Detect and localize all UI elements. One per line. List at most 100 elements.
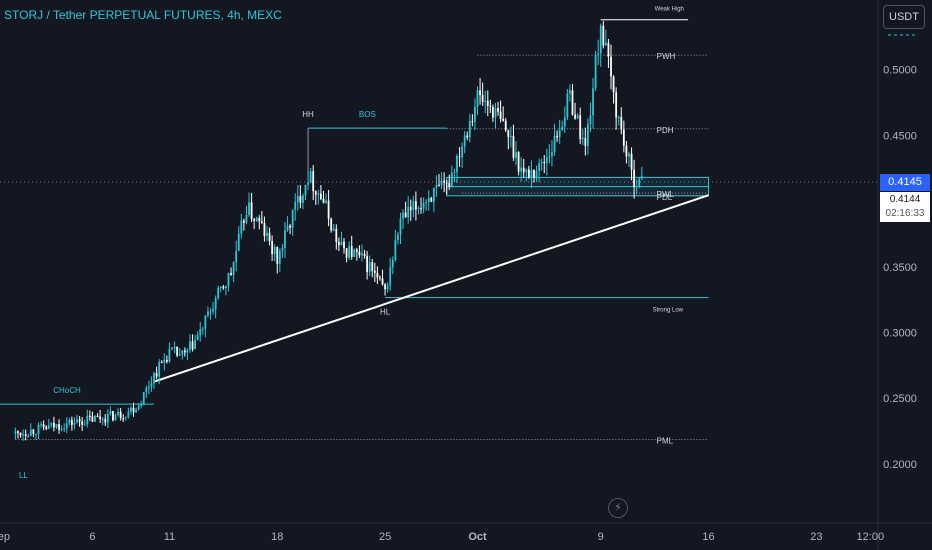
candle-body bbox=[86, 415, 89, 425]
candle-body bbox=[486, 100, 489, 106]
candle-body bbox=[294, 202, 297, 210]
candle-body bbox=[29, 429, 32, 436]
lightning-icon[interactable]: ⚡ bbox=[608, 498, 628, 518]
candle-body bbox=[566, 93, 569, 118]
candle-body bbox=[178, 354, 181, 356]
candle-body bbox=[438, 184, 440, 186]
candle-body bbox=[540, 162, 543, 164]
candle-body bbox=[302, 195, 304, 203]
candle-body bbox=[63, 428, 66, 430]
candle-body bbox=[127, 411, 130, 418]
candle-body bbox=[492, 106, 494, 118]
candle-body bbox=[117, 411, 119, 415]
candle-body bbox=[273, 246, 276, 255]
candle-body bbox=[456, 156, 458, 172]
candle-body bbox=[199, 329, 202, 336]
candle-body bbox=[404, 212, 407, 218]
candle-body bbox=[160, 362, 163, 364]
candle-body bbox=[407, 206, 410, 218]
price-axis[interactable]: 0.50000.45000.40000.35000.30000.25000.20… bbox=[883, 65, 917, 471]
candle-body bbox=[440, 180, 443, 186]
candle-body bbox=[633, 169, 636, 187]
candle-body bbox=[153, 373, 155, 384]
candle-body bbox=[291, 209, 294, 228]
candle-body bbox=[83, 424, 86, 426]
candle-body bbox=[384, 284, 386, 290]
x-tick-label: ep bbox=[0, 531, 10, 543]
candle-body bbox=[576, 115, 579, 119]
candle-body bbox=[232, 262, 235, 275]
candle-body bbox=[533, 170, 535, 178]
candle-body bbox=[276, 246, 279, 264]
candle-body bbox=[358, 251, 361, 256]
candle-body bbox=[422, 202, 425, 209]
candle-body bbox=[581, 138, 584, 140]
candle-body bbox=[350, 245, 353, 257]
candle-body bbox=[325, 200, 327, 203]
candle-body bbox=[630, 153, 633, 170]
candle-body bbox=[24, 434, 27, 436]
candle-body bbox=[304, 184, 307, 196]
candle-body bbox=[14, 431, 17, 434]
candle-body bbox=[430, 197, 433, 202]
candle-body bbox=[463, 135, 466, 147]
candle-body bbox=[55, 424, 58, 428]
candle-body bbox=[176, 347, 179, 356]
candle-body bbox=[235, 250, 238, 263]
candle-body bbox=[258, 218, 261, 222]
candle-body bbox=[425, 201, 428, 203]
candle-body bbox=[476, 90, 479, 107]
candle-body bbox=[112, 411, 114, 421]
candle-body bbox=[50, 422, 53, 426]
levels-layer bbox=[0, 19, 878, 441]
candle-body bbox=[494, 108, 497, 118]
level-label: PDL bbox=[657, 193, 673, 202]
candle-body bbox=[70, 419, 73, 425]
candle-body bbox=[214, 297, 217, 310]
candle-body bbox=[525, 169, 528, 173]
candle-body bbox=[191, 341, 194, 350]
candle-body bbox=[355, 249, 358, 252]
candle-body bbox=[307, 182, 309, 185]
candle-body bbox=[502, 118, 505, 121]
candle-body bbox=[399, 218, 402, 235]
x-tick-label: 12:00 bbox=[857, 531, 885, 543]
x-tick-label: 11 bbox=[164, 531, 175, 543]
candle-body bbox=[574, 114, 576, 119]
time-axis[interactable]: ep 6 11 18 25 Oct 9 16 23 12:00 bbox=[0, 531, 884, 543]
candle-body bbox=[106, 413, 109, 423]
candle-body bbox=[186, 349, 189, 353]
candle-body bbox=[242, 220, 245, 223]
candle-body bbox=[612, 76, 615, 93]
candle-body bbox=[484, 100, 487, 102]
candle-body bbox=[489, 105, 492, 107]
candle-body bbox=[196, 335, 199, 340]
candle-body bbox=[638, 178, 641, 187]
candle-body bbox=[373, 270, 376, 273]
current-price-tag: 0.4145 bbox=[880, 174, 930, 191]
candle-body bbox=[225, 285, 227, 289]
candle-body bbox=[509, 136, 512, 138]
level-label: Strong Low bbox=[653, 308, 684, 314]
candle-body bbox=[409, 206, 412, 211]
candle-body bbox=[517, 151, 520, 172]
candle-body bbox=[22, 434, 25, 436]
structure-label: CHoCH bbox=[53, 386, 81, 395]
candle-body bbox=[602, 25, 605, 46]
candle-body bbox=[376, 272, 379, 278]
candle-body bbox=[497, 108, 499, 112]
candle-body bbox=[579, 115, 582, 140]
candle-body bbox=[109, 411, 112, 414]
candle-body bbox=[158, 362, 161, 377]
candle-body bbox=[381, 278, 384, 285]
currency-unit-button[interactable]: USDT bbox=[883, 5, 925, 29]
candle-body bbox=[414, 201, 417, 210]
candle-body bbox=[545, 157, 548, 163]
candle-body bbox=[522, 167, 525, 173]
candle-body bbox=[320, 193, 322, 199]
candle-body bbox=[230, 272, 232, 275]
candle-body bbox=[353, 249, 356, 257]
